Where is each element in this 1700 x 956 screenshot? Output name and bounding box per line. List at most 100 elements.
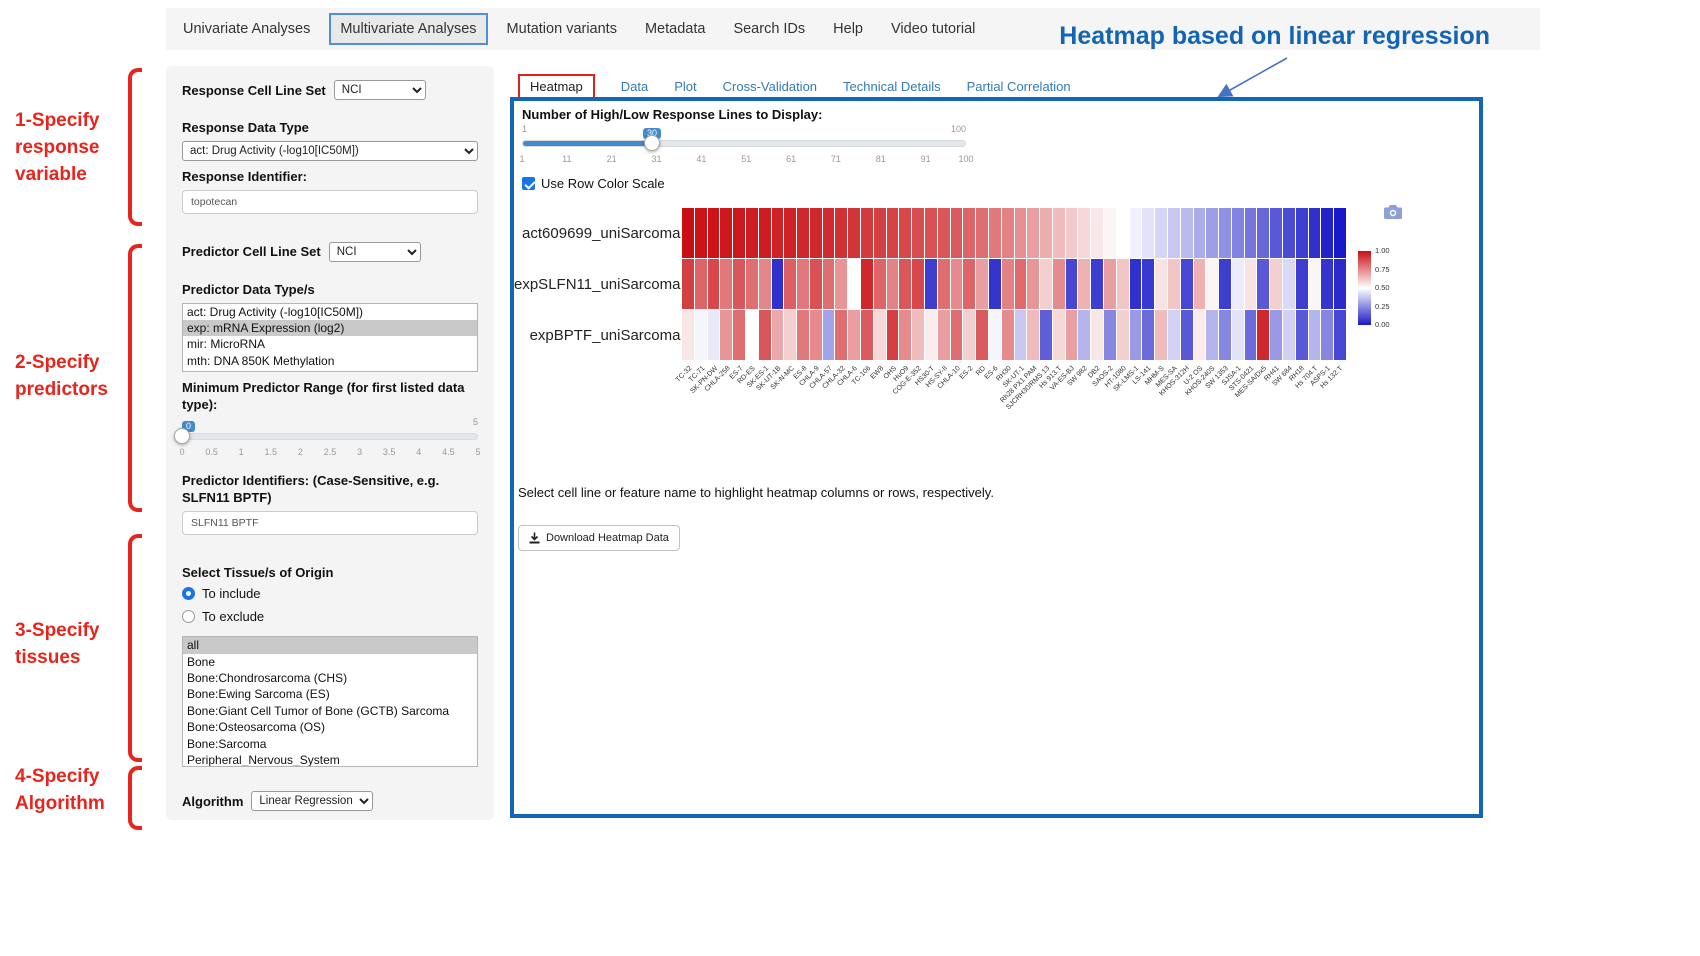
heatmap-row-label[interactable]: expSLFN11_uniSarcoma (514, 275, 681, 293)
heatmap-cell (1295, 259, 1308, 309)
camera-icon[interactable] (1384, 205, 1402, 219)
nav-item-metadata[interactable]: Metadata (644, 21, 706, 37)
nav-item-mutation-variants[interactable]: Mutation variants (506, 21, 617, 37)
heatmap-cell (1206, 310, 1219, 360)
slider-track[interactable] (522, 140, 966, 147)
lines-slider[interactable]: 1 100 30 1 11 21 31 41 51 61 71 81 91 100 (519, 124, 973, 170)
predictor-type-option-act-drug-activity-log10-ic50m[interactable]: act: Drug Activity (-log10[IC50M]) (187, 304, 364, 319)
predictor-identifiers-label: Predictor Identifiers: (Case-Sensitive, … (182, 473, 440, 506)
radio-icon[interactable] (182, 610, 195, 624)
tissue-option-bone-giant-cell-tumor-of-bone-gctb-sarcoma[interactable]: Bone:Giant Cell Tumor of Bone (GCTB) Sar… (187, 703, 450, 718)
heatmap-cell (1180, 259, 1193, 309)
tissue-radio-to-include[interactable]: To include (182, 586, 478, 601)
response-data-type-select[interactable]: act: Drug Activity (-log10[IC50M]) (182, 140, 478, 161)
heatmap-cell (1257, 259, 1270, 309)
nav-item-univariate-analyses[interactable]: Univariate Analyses (183, 21, 311, 37)
heatmap-cell (873, 310, 886, 360)
row-color-scale-label: Use Row Color Scale (541, 176, 665, 191)
tissue-option-bone-osteosarcoma-os[interactable]: Bone:Osteosarcoma (OS) (187, 720, 326, 735)
heatmap-cell (745, 259, 758, 309)
slider-track[interactable] (182, 433, 478, 441)
response-identifier-input[interactable] (182, 189, 478, 214)
tissue-option-bone-sarcoma[interactable]: Bone:Sarcoma (187, 736, 267, 751)
algorithm-select[interactable]: Linear Regression (251, 791, 374, 812)
tick-label: 3 (357, 447, 363, 458)
slider-max-label: 100 (950, 124, 966, 134)
tab-technical-details[interactable]: Technical Details (843, 79, 941, 94)
tissue-option-all[interactable]: all (183, 637, 477, 654)
heatmap-cell (848, 208, 861, 258)
slider-handle[interactable] (174, 428, 190, 445)
predictor-type-option-exp-mrna-expression-log2[interactable]: exp: mRNA Expression (log2) (183, 320, 477, 337)
annotation-arrow-icon (1217, 57, 1288, 98)
heatmap-cell (937, 259, 950, 309)
heatmap-cell (1270, 259, 1283, 309)
download-heatmap-data-button[interactable]: Download Heatmap Data (518, 525, 680, 551)
heatmap-cell (886, 310, 899, 360)
tab-cross-validation[interactable]: Cross-Validation (722, 79, 818, 94)
nav-item-video-tutorial[interactable]: Video tutorial (891, 21, 976, 37)
tissue-option-bone[interactable]: Bone (187, 654, 216, 669)
heatmap-cell (1091, 208, 1104, 258)
tick-label: 21 (606, 154, 617, 164)
heatmap-cell (1206, 208, 1219, 258)
heatmap-cell (1078, 259, 1091, 309)
colorbar-tick: 1.00 (1375, 246, 1390, 255)
heatmap-cell (988, 208, 1001, 258)
heatmap-cell (1065, 259, 1078, 309)
heatmap-cell (1104, 310, 1116, 360)
slider-handle[interactable] (644, 135, 661, 151)
heatmap-cell (1040, 259, 1052, 309)
heatmap-cell (1257, 208, 1270, 258)
slider-ticks: 0 0.5 1 1.5 2 2.5 3 3.5 4 4.5 5 (179, 445, 481, 459)
heatmap-cell (1027, 310, 1040, 360)
heatmap-row-label[interactable]: act609699_uniSarcoma (522, 224, 681, 242)
heatmap-row-label[interactable]: expBPTF_uniSarcoma (529, 326, 681, 344)
radio-icon[interactable] (182, 587, 195, 601)
predictor-identifiers-input[interactable] (182, 511, 478, 536)
heatmap-cell (976, 208, 988, 258)
tab-data[interactable]: Data (620, 79, 649, 94)
nav-item-multivariate-analyses[interactable]: Multivariate Analyses (329, 13, 488, 45)
tissue-radio-to-exclude[interactable]: To exclude (182, 609, 478, 624)
tissue-option-peripheral-nervous-system[interactable]: Peripheral_Nervous_System (187, 752, 340, 767)
heatmap-cell (694, 310, 707, 360)
heatmap-cell (848, 259, 861, 309)
predictor-type-option-mth-dna-850k-methylation[interactable]: mth: DNA 850K Methylation (187, 353, 335, 368)
tab-partial-correlation[interactable]: Partial Correlation (966, 79, 1071, 94)
heatmap-cell (1231, 259, 1244, 309)
row-color-scale-checkbox[interactable] (522, 177, 535, 190)
heatmap-cell (707, 259, 720, 309)
heatmap-cell (784, 208, 797, 258)
heatmap-cell (1167, 208, 1180, 258)
tick-label: 1 (519, 154, 525, 164)
tick-label: 3.5 (382, 447, 396, 458)
colorbar-tick-labels: 1.00 0.75 0.50 0.25 0.00 (1375, 246, 1409, 329)
tissue-option-bone-chondrosarcoma-chs[interactable]: Bone:Chondrosarcoma (CHS) (187, 670, 348, 685)
response-cell-line-set-select[interactable]: NCI (333, 80, 426, 100)
heatmap-cell (1270, 310, 1283, 360)
heatmap-cell (861, 259, 873, 309)
heatmap-cell (1180, 310, 1193, 360)
nav-item-search-ids[interactable]: Search IDs (733, 21, 806, 37)
heatmap-cell (1308, 310, 1321, 360)
heatmap-cell (1334, 310, 1346, 360)
tab-heatmap[interactable]: Heatmap (518, 74, 595, 99)
slider-min-label: 1 (522, 124, 528, 134)
heatmap-cell (771, 208, 784, 258)
tissue-option-bone-ewing-sarcoma-es[interactable]: Bone:Ewing Sarcoma (ES) (187, 687, 330, 702)
min-predictor-range-slider[interactable]: 5 0 0 0.5 1 1.5 2 2.5 3 3.5 4 4.5 5 (174, 417, 481, 463)
heatmap-cell (1219, 259, 1231, 309)
control-sidebar: Response Cell Line Set NCI Response Data… (166, 66, 494, 820)
heatmap-cell (963, 208, 976, 258)
colorbar-tick: 0.50 (1375, 283, 1390, 292)
nav-item-help[interactable]: Help (833, 21, 863, 37)
heatmap-cell (1219, 208, 1231, 258)
tab-plot[interactable]: Plot (674, 79, 697, 94)
tick-label: 5 (475, 447, 481, 458)
heatmap-cell (1027, 208, 1040, 258)
heatmap-cell (758, 259, 771, 309)
predictor-cell-line-set-select[interactable]: NCI (328, 241, 421, 262)
slider-value-badge: 30 (643, 128, 662, 139)
predictor-type-option-mir-microrna[interactable]: mir: MicroRNA (187, 337, 265, 352)
